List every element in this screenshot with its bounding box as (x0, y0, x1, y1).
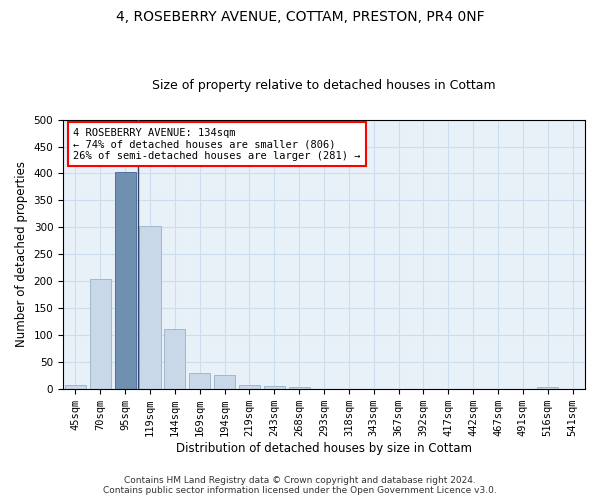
Text: 4, ROSEBERRY AVENUE, COTTAM, PRESTON, PR4 0NF: 4, ROSEBERRY AVENUE, COTTAM, PRESTON, PR… (116, 10, 484, 24)
X-axis label: Distribution of detached houses by size in Cottam: Distribution of detached houses by size … (176, 442, 472, 455)
Bar (139, 226, 161, 389)
Bar (289, 386, 310, 389)
Bar (239, 386, 260, 389)
Bar (189, 373, 210, 389)
Bar (214, 374, 235, 389)
Title: Size of property relative to detached houses in Cottam: Size of property relative to detached ho… (152, 79, 496, 92)
Bar (115, 172, 136, 389)
Bar (164, 329, 185, 389)
Bar (65, 385, 86, 389)
Y-axis label: Number of detached properties: Number of detached properties (15, 162, 28, 348)
Bar (90, 278, 111, 389)
Text: Contains HM Land Registry data © Crown copyright and database right 2024.
Contai: Contains HM Land Registry data © Crown c… (103, 476, 497, 495)
Bar (264, 386, 285, 389)
Text: 4 ROSEBERRY AVENUE: 134sqm
← 74% of detached houses are smaller (806)
26% of sem: 4 ROSEBERRY AVENUE: 134sqm ← 74% of deta… (73, 128, 361, 161)
Bar (537, 387, 558, 389)
